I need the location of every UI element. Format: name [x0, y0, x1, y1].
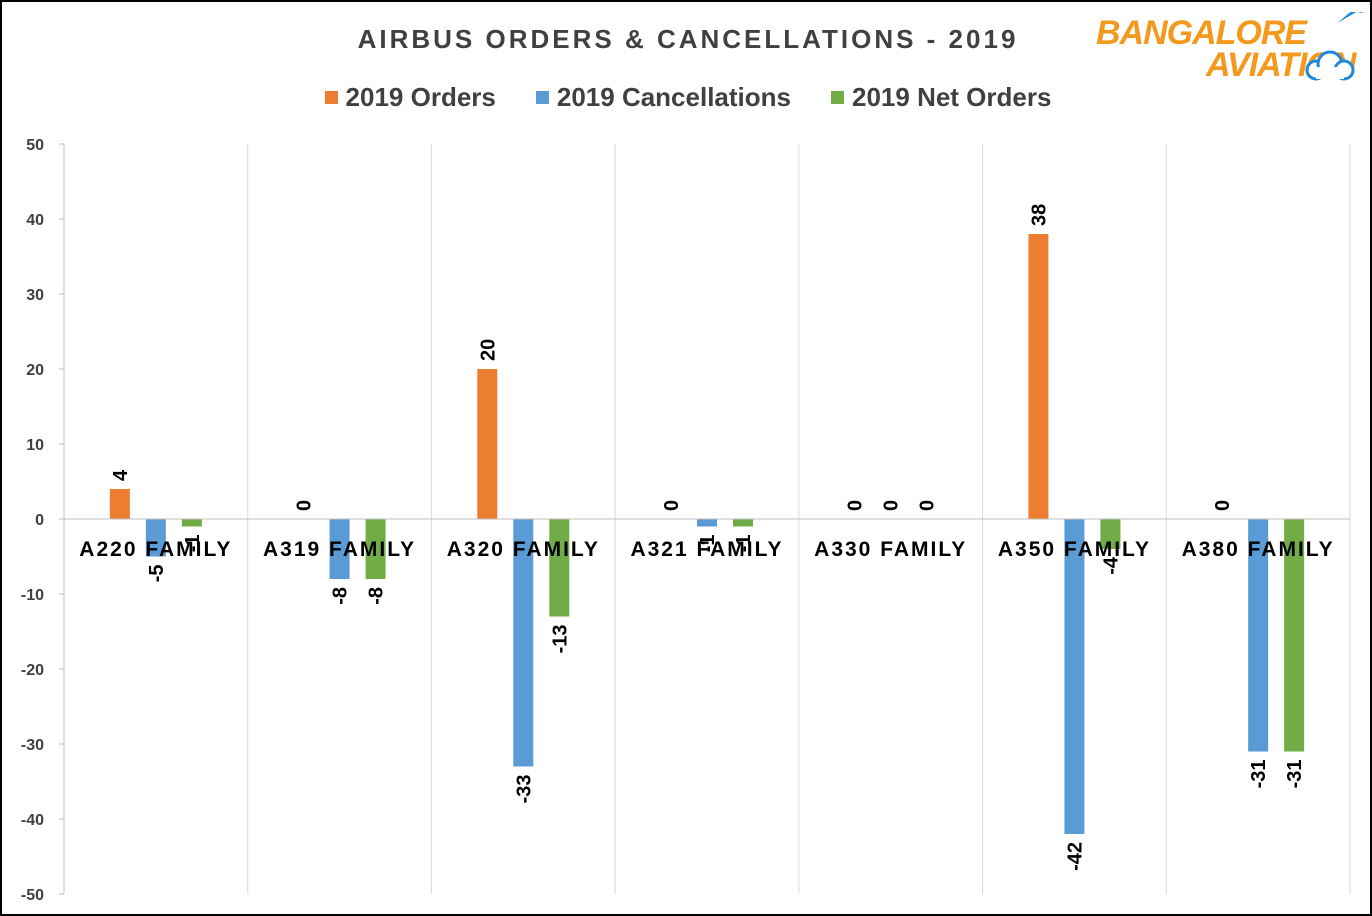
category-label: A319 FAMILY [263, 538, 416, 561]
data-label: 0 [881, 500, 903, 511]
legend-item-cancellations: 2019 Cancellations [535, 82, 791, 113]
data-label: -5 [146, 565, 168, 583]
bar [181, 519, 202, 527]
category-label: A380 FAMILY [1182, 538, 1335, 561]
data-label: 4 [110, 469, 132, 481]
data-label: 0 [661, 500, 683, 511]
category-label: A350 FAMILY [998, 538, 1151, 561]
category-label: A220 FAMILY [79, 538, 232, 561]
category-label: A321 FAMILY [630, 538, 783, 561]
bar [697, 519, 717, 527]
bar [365, 519, 386, 579]
legend-item-net-orders: 2019 Net Orders [831, 82, 1051, 113]
bar [1284, 519, 1305, 752]
data-label: 0 [1212, 500, 1234, 511]
data-label: -31 [1284, 760, 1306, 789]
legend-swatch-cancellations [535, 91, 549, 104]
data-label: -1 [697, 535, 719, 553]
y-tick-label: -10 [21, 587, 44, 604]
data-label: -1 [182, 535, 204, 553]
data-label: -4 [1100, 556, 1122, 575]
bangalore-aviation-logo: BANGALORE AVIATION [1096, 12, 1364, 82]
legend-item-orders: 2019 Orders [324, 82, 496, 113]
legend-label-cancellations: 2019 Cancellations [556, 82, 791, 112]
legend: 2019 Orders 2019 Cancellations 2019 Net … [2, 82, 1370, 113]
bar [329, 519, 350, 579]
legend-swatch-orders [324, 91, 338, 104]
bar [145, 519, 166, 557]
legend-label-net-orders: 2019 Net Orders [852, 82, 1052, 112]
y-tick-label: -30 [21, 737, 44, 754]
data-label: -13 [549, 625, 571, 654]
y-tick-label: 10 [26, 437, 44, 454]
y-tick-label: -50 [21, 887, 44, 904]
bar [733, 519, 753, 527]
bar [477, 369, 498, 519]
bar [549, 519, 570, 617]
category-label: A330 FAMILY [814, 538, 967, 561]
y-tick-label: 30 [26, 287, 44, 304]
y-tick-label: -40 [21, 812, 44, 829]
bar [513, 519, 534, 767]
y-tick-label: 20 [26, 362, 44, 379]
y-tick-label: -20 [21, 662, 44, 679]
data-label: 0 [294, 500, 316, 511]
cloud-icon [1305, 50, 1355, 81]
y-tick-label: 50 [26, 137, 44, 154]
svg-text:BANGALORE: BANGALORE [1096, 14, 1308, 52]
data-label: 0 [917, 500, 939, 511]
chart-title: AIRBUS ORDERS & CANCELLATIONS - 2019 [357, 24, 1019, 54]
category-label: A320 FAMILY [447, 538, 600, 561]
data-label: 38 [1028, 204, 1050, 226]
airplane-icon [1337, 12, 1364, 23]
legend-label-orders: 2019 Orders [345, 82, 496, 112]
data-label: -31 [1248, 760, 1270, 789]
data-label: -33 [513, 775, 535, 804]
legend-swatch-net-orders [831, 91, 844, 104]
bar [1028, 234, 1049, 519]
data-label: 20 [477, 339, 499, 361]
bar [1064, 519, 1085, 834]
data-label: -1 [733, 535, 755, 553]
y-tick-label: 40 [26, 212, 44, 229]
bar [1100, 519, 1121, 549]
bar [109, 489, 130, 519]
data-label: -8 [330, 587, 352, 605]
data-label: -42 [1064, 842, 1086, 871]
data-label: 0 [845, 500, 867, 511]
data-label: -8 [366, 587, 388, 605]
y-tick-label: 0 [35, 512, 44, 529]
bar [1248, 519, 1269, 752]
